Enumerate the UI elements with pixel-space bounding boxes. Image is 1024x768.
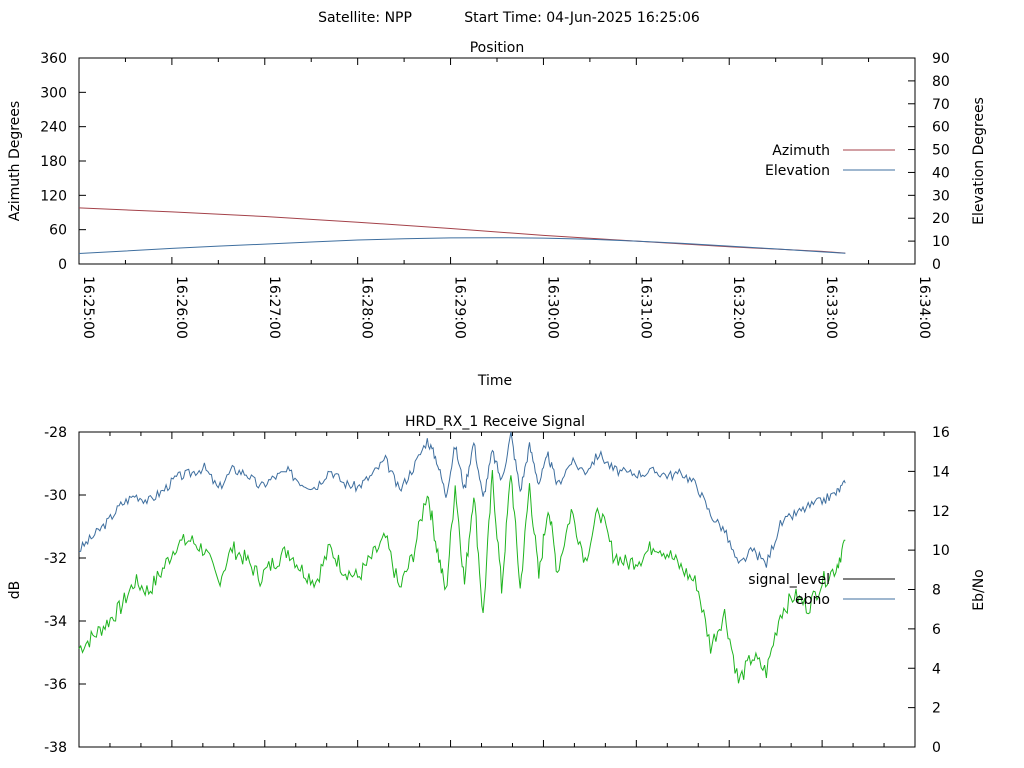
legend-label-elevation: Elevation <box>765 163 830 179</box>
position-chart-title: Position <box>470 40 525 56</box>
signal-x-axis <box>78 432 916 747</box>
time-tick-label: 16:33:00 <box>823 276 839 339</box>
series-line-green-trace <box>78 469 846 684</box>
legend-label-azimuth: Azimuth <box>772 143 830 159</box>
position-x-axis: 16:25:00 16:26:00 16:27:00 16:28:00 16:29:00… <box>78 58 932 339</box>
ebno-tick-label: 8 <box>932 583 941 599</box>
time-tick-label: 16:29:00 <box>452 276 468 339</box>
ebno-tick-label: 10 <box>932 543 950 559</box>
position-series <box>78 207 846 254</box>
azimuth-tick-label: 180 <box>40 154 67 170</box>
azimuth-tick-label: 360 <box>40 51 67 67</box>
time-tick-label: 16:31:00 <box>637 276 653 339</box>
time-tick-label: 16:28:00 <box>359 276 375 339</box>
db-tick-label: -32 <box>44 551 67 567</box>
position-y-axis: 0 60 120 180 240 300 360 <box>40 51 86 273</box>
time-tick-label: 16:30:00 <box>544 276 560 339</box>
ebno-tick-label: 14 <box>932 464 950 480</box>
ebno-tick-label: 6 <box>932 622 941 638</box>
elevation-tick-label: 30 <box>932 188 950 204</box>
receive-signal-chart: HRD_RX_1 Receive Signal -28-30-32-34-36-… <box>7 414 987 756</box>
elevation-axis-label: Elevation Degrees <box>971 97 987 225</box>
azimuth-tick-label: 60 <box>49 223 67 239</box>
position-chart: Position 0 60 120 180 240 300 360 0 10 20 30 40 50 6… <box>7 40 987 389</box>
signal-plot-frame <box>78 431 916 748</box>
legend-label-signal-level: signal_level <box>748 572 830 588</box>
time-tick-label: 16:32:00 <box>730 276 746 339</box>
satellite-label: Satellite: NPP <box>318 10 412 26</box>
ebno-tick-label: 4 <box>932 661 941 677</box>
elevation-tick-label: 90 <box>932 51 950 67</box>
ebno-tick-label: 12 <box>932 504 950 520</box>
db-axis-label: dB <box>7 581 23 600</box>
db-tick-label: -38 <box>44 740 67 756</box>
series-line-elevation <box>78 237 846 254</box>
position-y2-axis: 0 10 20 30 40 50 60 70 80 90 <box>908 51 950 273</box>
elevation-tick-label: 50 <box>932 143 950 159</box>
db-tick-label: -30 <box>44 488 67 504</box>
elevation-tick-label: 20 <box>932 211 950 227</box>
ebno-tick-label: 0 <box>932 740 941 756</box>
time-tick-label: 16:25:00 <box>80 276 96 339</box>
azimuth-axis-label: Azimuth Degrees <box>7 101 23 221</box>
db-tick-label: -28 <box>44 425 67 441</box>
azimuth-tick-label: 120 <box>40 188 67 204</box>
elevation-tick-label: 60 <box>932 120 950 136</box>
signal-series <box>78 431 846 684</box>
time-tick-label: 16:26:00 <box>173 276 189 339</box>
azimuth-tick-label: 0 <box>58 257 67 273</box>
ebno-tick-label: 2 <box>932 701 941 717</box>
elevation-tick-label: 10 <box>932 234 950 250</box>
elevation-tick-label: 70 <box>932 97 950 113</box>
ebno-axis-label: Eb/No <box>971 569 987 611</box>
position-plot-frame <box>78 57 916 265</box>
legend-label-ebno: ebno <box>795 592 830 608</box>
azimuth-tick-label: 240 <box>40 120 67 136</box>
ebno-tick-label: 16 <box>932 425 950 441</box>
db-tick-label: -34 <box>44 614 67 630</box>
signal-chart-title: HRD_RX_1 Receive Signal <box>405 414 585 430</box>
position-legend: Azimuth Elevation <box>765 143 895 179</box>
signal-y2-axis: 0 2 4 6 8 10 12 14 16 <box>908 425 950 756</box>
signal-y-axis: -28 -30 -32 -34 -36 -38 <box>44 425 86 756</box>
elevation-tick-label: 80 <box>932 74 950 90</box>
time-tick-label: 16:27:00 <box>266 276 282 339</box>
start-time-label: Start Time: 04-Jun-2025 16:25:06 <box>464 10 700 26</box>
db-tick-label: -36 <box>44 677 67 693</box>
time-tick-label: 16:34:00 <box>916 276 932 339</box>
time-axis-label: Time <box>477 373 512 389</box>
azimuth-tick-label: 300 <box>40 85 67 101</box>
series-line-ebno <box>78 431 846 568</box>
elevation-tick-label: 40 <box>932 165 950 181</box>
elevation-tick-label: 0 <box>932 257 941 273</box>
